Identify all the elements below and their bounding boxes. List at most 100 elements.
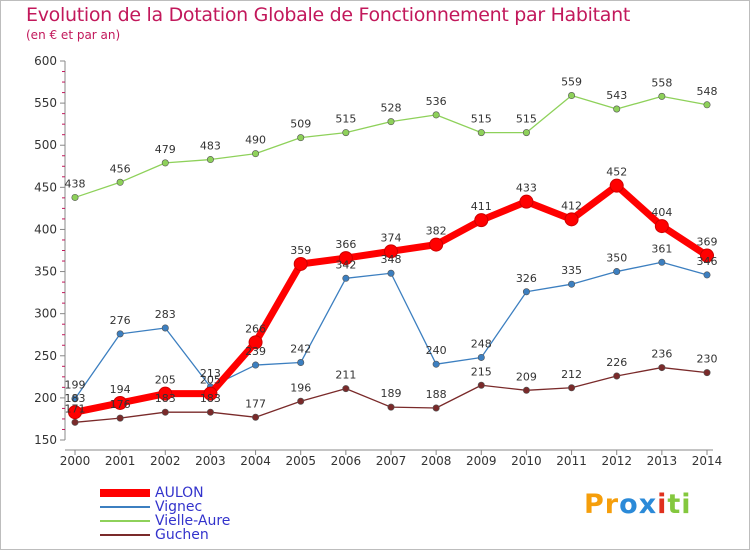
data-point (71, 193, 79, 201)
x-tick-label: 2002 (150, 454, 181, 468)
logo-letter: r (604, 489, 620, 520)
data-point (429, 237, 444, 252)
data-label: 528 (381, 102, 402, 115)
data-point (568, 92, 576, 100)
data-label: 411 (471, 200, 492, 213)
data-point (71, 418, 79, 426)
data-label: 559 (561, 76, 582, 89)
data-label: 211 (335, 369, 356, 382)
y-tick-label: 300 (34, 307, 57, 321)
x-tick-label: 2001 (105, 454, 136, 468)
x-tick-label: 2013 (647, 454, 678, 468)
data-point (613, 268, 621, 276)
x-tick-label: 2010 (511, 454, 542, 468)
data-label: 189 (381, 387, 402, 400)
data-point (342, 385, 350, 393)
data-label: 404 (651, 206, 672, 219)
data-point (116, 330, 124, 338)
legend-item-vielle-aure: Vielle-Aure (100, 513, 320, 529)
data-label: 558 (651, 76, 672, 89)
data-label: 515 (516, 113, 537, 126)
data-label: 350 (606, 252, 627, 265)
data-point (206, 408, 214, 416)
data-label: 369 (697, 236, 718, 249)
data-label: 171 (65, 402, 86, 415)
proxiti-logo: Proxiti (584, 489, 692, 520)
data-label: 212 (561, 368, 582, 381)
data-point (206, 156, 214, 164)
data-point (658, 92, 666, 100)
data-label: 177 (245, 397, 266, 410)
data-label: 188 (426, 388, 447, 401)
data-point (252, 361, 260, 369)
data-point (252, 413, 260, 421)
data-point (297, 134, 305, 142)
x-tick-label: 2006 (331, 454, 362, 468)
data-label: 366 (335, 238, 356, 251)
data-label: 213 (200, 367, 221, 380)
data-label: 452 (606, 166, 627, 179)
legend-item-vignec: Vignec (100, 499, 320, 515)
data-point (342, 129, 350, 137)
legend-label: Vielle-Aure (155, 513, 231, 529)
data-label: 359 (290, 244, 311, 257)
data-label: 215 (471, 365, 492, 378)
logo-letter: o (619, 489, 639, 520)
data-label: 361 (651, 242, 672, 255)
data-label: 456 (110, 162, 131, 175)
data-label: 483 (200, 140, 221, 153)
data-label: 230 (697, 353, 718, 366)
data-label: 382 (426, 225, 447, 238)
y-tick-label: 600 (34, 54, 57, 68)
x-tick-label: 2000 (60, 454, 91, 468)
x-tick-label: 2003 (195, 454, 226, 468)
logo-letter: t (667, 489, 682, 520)
legend-label: AULON (155, 485, 204, 501)
data-label: 266 (245, 322, 266, 335)
data-point (703, 101, 711, 109)
data-label: 342 (335, 258, 356, 271)
y-tick-label: 150 (34, 433, 57, 447)
data-point (161, 324, 169, 332)
data-point (700, 248, 714, 263)
data-point (68, 405, 82, 420)
data-point (522, 288, 530, 296)
data-point (387, 269, 395, 277)
data-point (248, 335, 263, 350)
legend-label: Guchen (155, 527, 209, 543)
data-point (613, 372, 621, 380)
data-label: 183 (65, 392, 86, 405)
data-label: 176 (110, 398, 131, 411)
data-label: 543 (606, 89, 627, 102)
data-label: 240 (426, 344, 447, 357)
data-point (703, 369, 711, 377)
data-point (613, 105, 621, 113)
x-tick-label: 2011 (556, 454, 587, 468)
chart-subtitle: (en € et par an) (26, 28, 121, 42)
data-point (161, 159, 169, 167)
logo-letter: x (638, 489, 658, 520)
data-point (658, 364, 666, 372)
legend-swatch (100, 534, 150, 536)
data-point (71, 395, 79, 403)
data-label: 348 (381, 253, 402, 266)
y-tick-label: 550 (34, 96, 57, 110)
data-point (384, 244, 398, 259)
data-label: 346 (697, 255, 718, 268)
data-label: 205 (155, 374, 176, 387)
data-point (297, 397, 305, 405)
data-label: 248 (471, 337, 492, 350)
data-label: 283 (155, 308, 176, 321)
data-label: 239 (245, 345, 266, 358)
data-point (387, 118, 395, 126)
logo-letter: P (584, 489, 605, 520)
legend-item-guchen: Guchen (100, 527, 320, 543)
data-label: 548 (697, 85, 718, 98)
legend-swatch (100, 506, 150, 508)
data-point (158, 386, 173, 401)
data-label: 205 (200, 374, 221, 387)
data-label: 490 (245, 134, 266, 147)
legend-swatch (100, 520, 150, 522)
data-label: 183 (200, 392, 221, 405)
